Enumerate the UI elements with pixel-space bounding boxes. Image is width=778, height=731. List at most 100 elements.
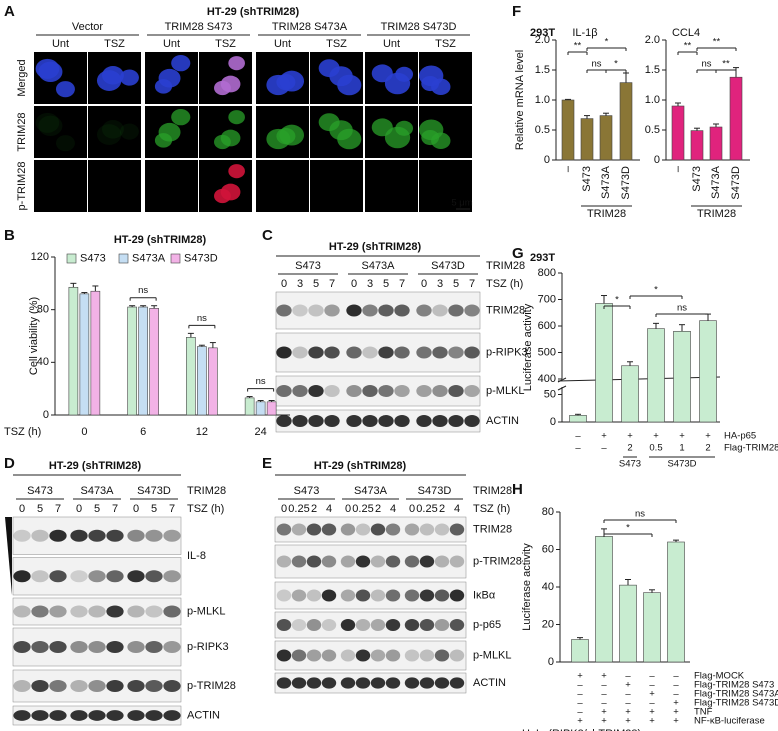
condition-label: TSZ	[326, 38, 347, 50]
blot-band	[306, 649, 322, 662]
group-label: TRIM28 S473A	[272, 21, 348, 33]
blot-band	[145, 529, 163, 542]
blot-band	[324, 385, 340, 397]
time-label: 0	[281, 278, 287, 290]
blot-band	[432, 385, 448, 397]
condition-label: TSZ	[435, 38, 456, 50]
chart-title: CCL4	[672, 27, 700, 39]
bar	[709, 126, 723, 161]
bar	[149, 308, 159, 416]
blot-band	[394, 415, 410, 427]
table-cell: –	[601, 680, 607, 691]
micrograph	[88, 160, 141, 212]
blot-band	[308, 346, 324, 359]
blot-band	[355, 523, 371, 536]
nucleus	[38, 61, 63, 83]
blot-band	[49, 641, 67, 653]
time-label: 3	[297, 278, 303, 290]
bar	[699, 320, 717, 423]
blot-band	[321, 523, 337, 536]
table-cell: –	[649, 680, 655, 691]
y-axis-label: Luciferase activity	[522, 303, 534, 391]
time-label: 3	[367, 278, 373, 290]
blot-band	[308, 415, 324, 427]
blot-band	[419, 555, 435, 568]
blot-band	[306, 619, 322, 631]
cell-line: 293T	[530, 27, 555, 39]
blot-band	[404, 523, 420, 536]
nucleus	[55, 135, 75, 152]
blot-band	[127, 605, 145, 618]
nucleus	[96, 124, 122, 145]
legend-swatch	[66, 253, 77, 264]
blot-band	[464, 346, 480, 359]
blot-band	[434, 589, 450, 602]
blot-band	[127, 641, 145, 653]
blot-band	[106, 529, 124, 542]
sig-label: **	[574, 41, 582, 52]
y-tick-label: 800	[538, 267, 556, 279]
table-cell: +	[673, 698, 679, 709]
blot-band	[49, 605, 67, 618]
blot-band	[346, 346, 362, 359]
table-cell: +	[673, 716, 679, 727]
blot-band	[340, 555, 356, 568]
blot-band	[419, 619, 435, 631]
blot-band	[49, 710, 67, 721]
time-axis-label: TSZ (h)	[473, 503, 510, 515]
nucleus	[35, 112, 60, 133]
blot-band	[106, 641, 124, 653]
group-label: S473A	[80, 485, 114, 497]
bar	[244, 397, 255, 416]
blot-band	[49, 570, 67, 583]
legend-swatch	[170, 253, 181, 264]
blot-band	[31, 710, 49, 721]
nucleus	[276, 128, 296, 145]
time-label: 7	[112, 503, 118, 515]
bar	[619, 584, 637, 663]
band-label: IκBα	[473, 589, 496, 601]
blot-band	[404, 649, 420, 662]
blot-band	[340, 649, 356, 662]
y-tick-label: 120	[31, 251, 49, 263]
time-label: 0	[19, 503, 25, 515]
table-row-label: Flag-TRIM28 S473	[694, 680, 774, 691]
table-cell: +	[601, 671, 607, 682]
group-label: S473A	[354, 485, 388, 497]
table-cell: +	[601, 716, 607, 727]
table-cell: –	[601, 698, 607, 709]
micrograph	[419, 160, 472, 212]
time-label: 2	[375, 503, 381, 515]
blot-band	[70, 605, 88, 618]
blot-band	[88, 680, 106, 692]
row-label: TRIM28	[16, 112, 28, 151]
time-label: 0.25	[416, 503, 437, 515]
sig-label: *	[614, 59, 618, 70]
sig-label: **	[684, 41, 692, 52]
blot-band	[308, 385, 324, 397]
blot-band	[106, 680, 124, 692]
group-label: S473	[27, 485, 53, 497]
blot-band	[308, 304, 324, 317]
blot-band	[306, 677, 322, 689]
x-tick-label: S473A	[710, 165, 722, 199]
table-cell: –	[575, 431, 581, 442]
micrograph	[310, 160, 363, 212]
blot-band	[106, 570, 124, 583]
blot-band	[276, 589, 292, 602]
group-label: S473D	[667, 459, 696, 470]
bar	[599, 115, 613, 161]
time-label: 0	[281, 503, 287, 515]
blot-band	[370, 619, 386, 631]
y-tick-label: 500	[538, 346, 556, 358]
band-label: p-MLKL	[187, 605, 226, 617]
blot-band	[346, 304, 362, 317]
blot-band	[321, 589, 337, 602]
nucleus	[158, 68, 181, 88]
blot-band	[370, 589, 386, 602]
row-label: p-TRIM28	[16, 162, 28, 211]
condition-label: Unt	[383, 38, 400, 50]
time-label: 2	[439, 503, 445, 515]
blot-band	[276, 415, 292, 427]
group-axis-label: TRIM28	[486, 260, 525, 272]
